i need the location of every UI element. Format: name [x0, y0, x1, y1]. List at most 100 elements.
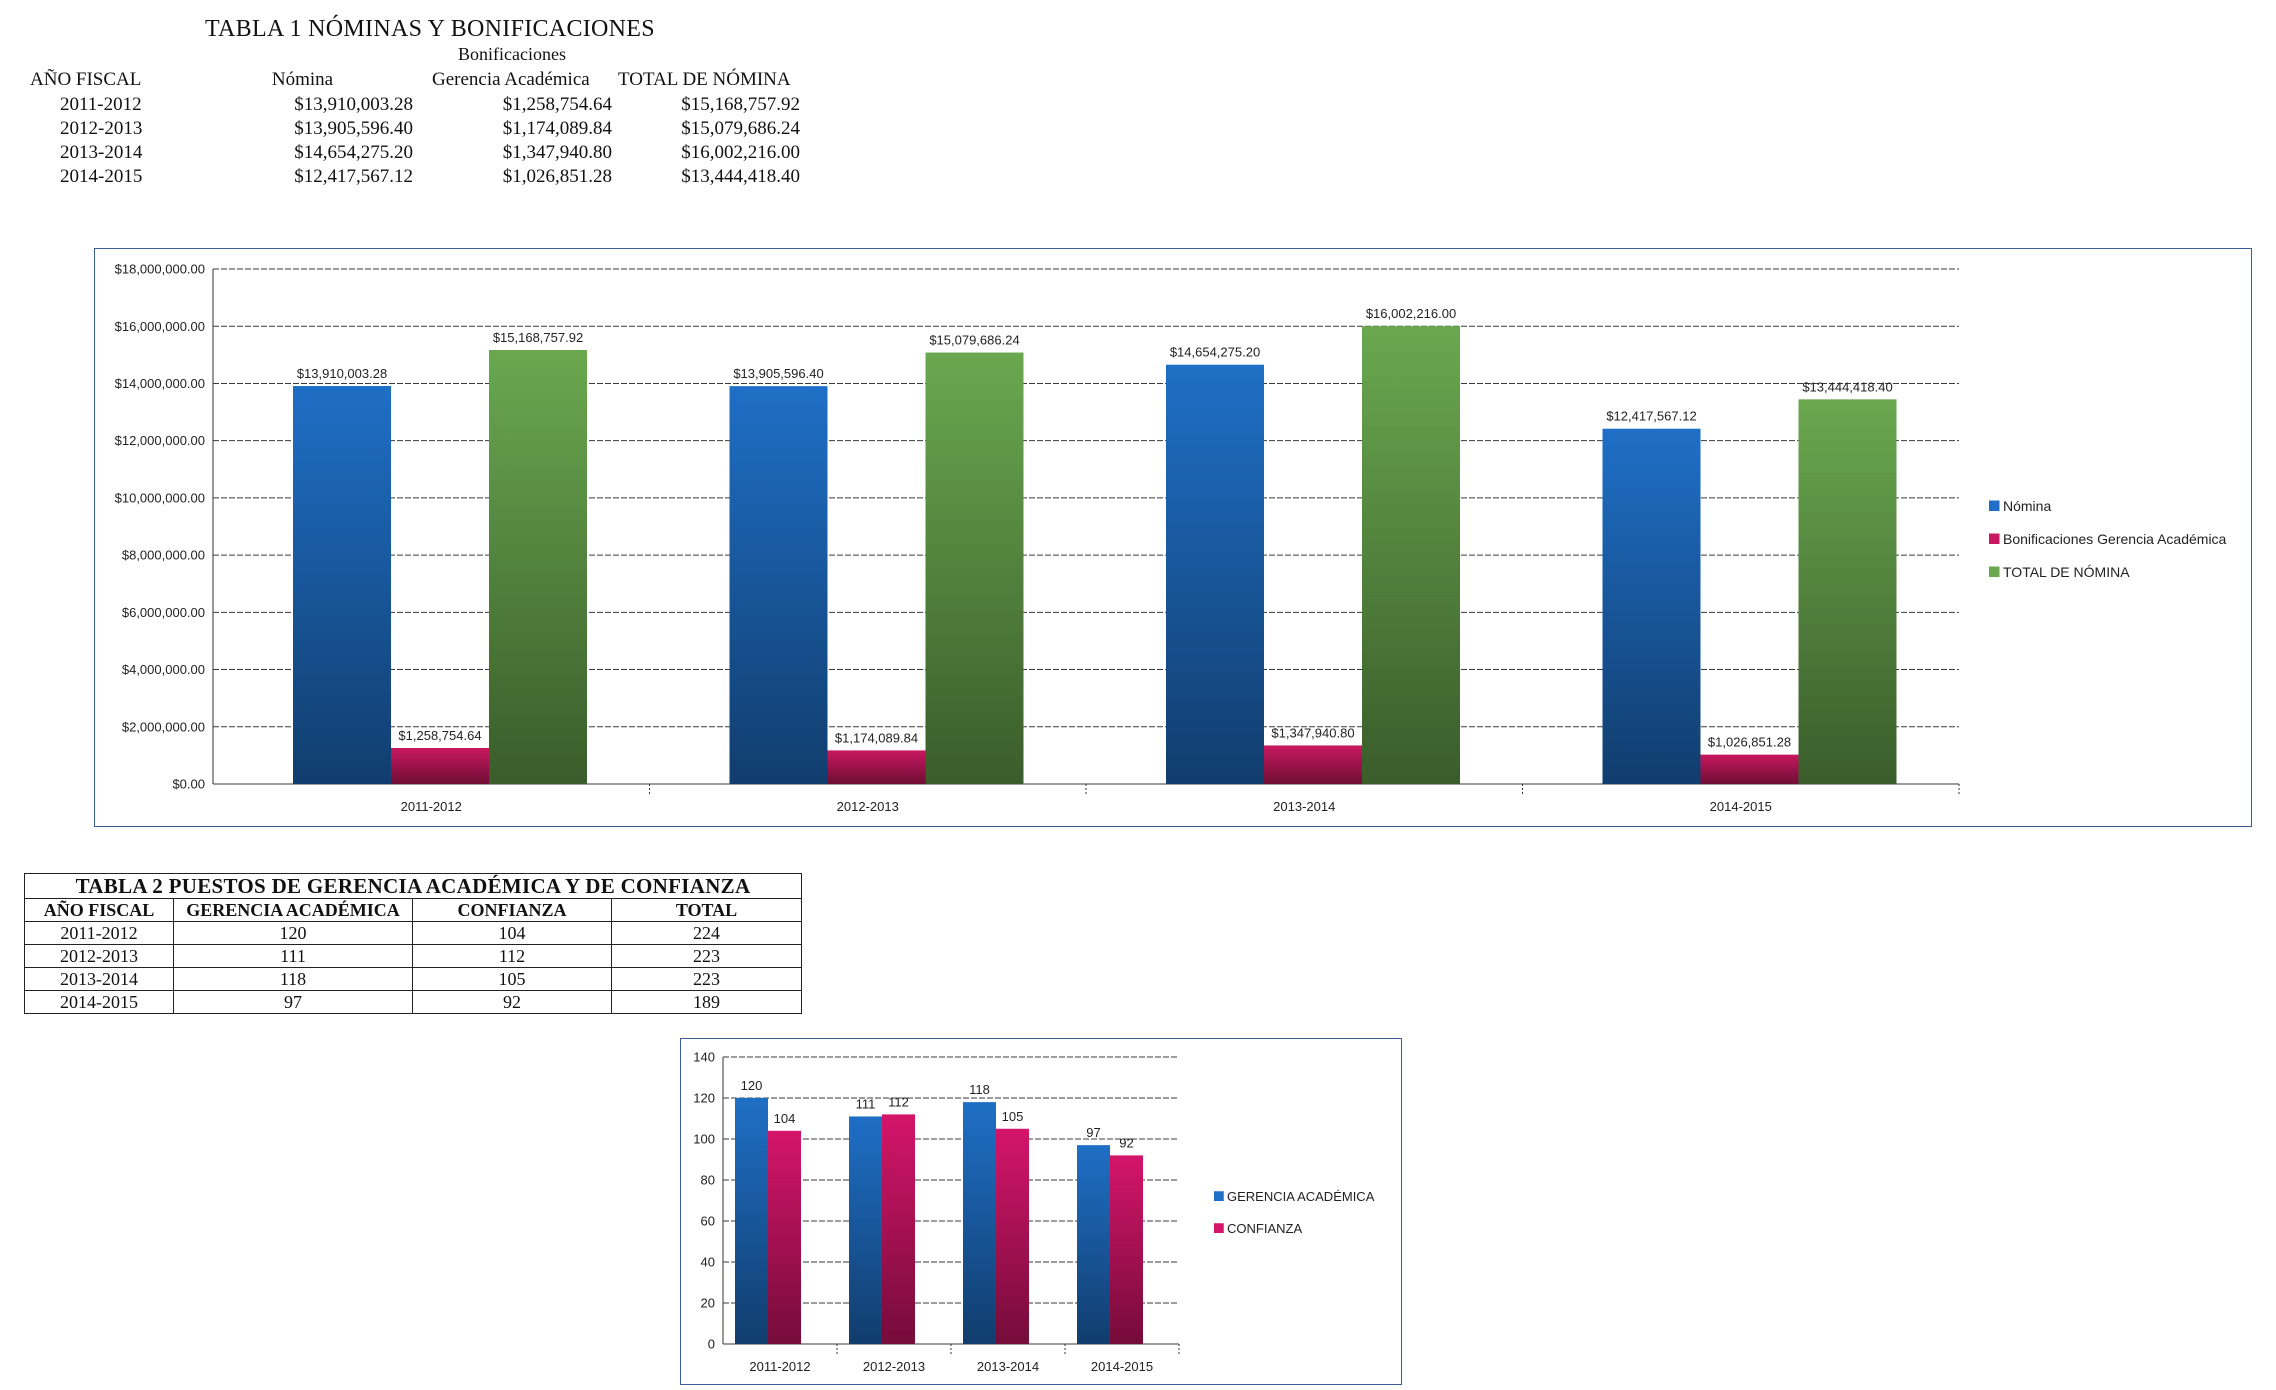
table-1-cell: $1,026,851.28 [502, 166, 612, 187]
x-tick-label: 2011-2012 [401, 799, 462, 814]
bar [1264, 745, 1362, 784]
bar [1798, 399, 1897, 784]
data-label: $15,168,757.92 [493, 330, 583, 345]
legend-label: TOTAL DE NÓMINA [2003, 564, 2130, 580]
table-row: 2012-2013 111 112 223 [24, 944, 802, 968]
table-1-cell: $14,654,275.20 [294, 142, 413, 163]
bar [849, 1116, 882, 1344]
bar [925, 352, 1024, 784]
legend-label: Bonificaciones Gerencia Académica [2003, 531, 2227, 547]
table-1-cell: $13,444,418.40 [681, 166, 800, 187]
legend-swatch [1989, 566, 2000, 577]
data-label: $13,910,003.28 [297, 366, 387, 381]
bar [293, 386, 391, 784]
data-label: 111 [856, 1096, 876, 1111]
table-1-cell: $12,417,567.12 [294, 166, 413, 187]
table-1: TABLA 1 NÓMINAS Y BONIFICACIONES Bonific… [0, 0, 820, 190]
bar [1110, 1155, 1143, 1344]
legend-label: CONFIANZA [1227, 1221, 1302, 1236]
table-2-header-confianza: CONFIANZA [412, 898, 612, 922]
y-tick-label: 140 [693, 1050, 715, 1065]
x-tick-label: 2014-2015 [1710, 799, 1772, 814]
legend-label: Nómina [2003, 498, 2051, 514]
y-tick-label: 60 [701, 1214, 715, 1229]
y-tick-label: 120 [693, 1091, 715, 1106]
table-2-cell: 2011-2012 [24, 921, 174, 945]
table-2-cell: 105 [412, 967, 612, 991]
bar [963, 1102, 996, 1344]
table-2-cell: 104 [412, 921, 612, 945]
table-2-cell: 92 [412, 990, 612, 1014]
data-label: $12,417,567.12 [1606, 409, 1696, 424]
table-2-cell: 223 [611, 967, 802, 991]
data-label: 92 [1119, 1135, 1133, 1150]
table-2-cell: 189 [611, 990, 802, 1014]
legend-swatch [1989, 500, 2000, 511]
bar [1077, 1145, 1110, 1344]
table-1-cell: 2014-2015 [60, 166, 143, 187]
bar [882, 1114, 915, 1344]
table-row: 2014-2015 97 92 189 [24, 990, 802, 1014]
y-tick-label: $14,000,000.00 [115, 376, 205, 391]
data-label: 112 [888, 1094, 909, 1109]
data-label: 118 [969, 1082, 990, 1097]
payroll-bar-chart: $0.00 $2,000,000.00 $4,000,000.00 $6,000,00… [115, 262, 2227, 814]
table-1-header-nomina: Nómina [271, 69, 334, 90]
table-2-cell: 2014-2015 [24, 990, 174, 1014]
positions-bar-chart: 0 20 40 60 80 100 120 140 120 104 2011-2012 111 112 2… [693, 1050, 1375, 1374]
table-1-title: TABLA 1 NÓMINAS Y BONIFICACIONES [205, 16, 655, 42]
bar [768, 1130, 801, 1344]
data-label: $1,026,851.28 [1708, 735, 1791, 750]
y-tick-label: $2,000,000.00 [122, 719, 205, 734]
table-1-header-total: TOTAL DE NÓMINA [618, 69, 791, 90]
table-2-cell: 223 [611, 944, 802, 968]
table-2-title: TABLA 2 PUESTOS DE GERENCIA ACADÉMICA Y … [24, 873, 802, 899]
y-tick-label: $12,000,000.00 [115, 433, 205, 448]
table-1-cell: 2013-2014 [60, 142, 143, 163]
legend-swatch [1214, 1223, 1224, 1233]
x-tick-label: 2013-2014 [977, 1359, 1039, 1374]
data-label: 104 [774, 1111, 796, 1126]
data-label: 97 [1086, 1125, 1100, 1140]
bar [996, 1128, 1029, 1344]
y-tick-label: $18,000,000.00 [115, 262, 205, 277]
data-label: 120 [741, 1078, 763, 1093]
legend-swatch [1989, 533, 2000, 544]
y-tick-label: $16,000,000.00 [115, 319, 205, 334]
positions-chart-frame: 0 20 40 60 80 100 120 140 120 104 2011-2012 111 112 2… [680, 1038, 1402, 1385]
y-tick-label: $8,000,000.00 [122, 548, 205, 563]
x-tick-label: 2013-2014 [1273, 799, 1335, 814]
bar [729, 386, 828, 784]
data-label: $1,347,940.80 [1271, 725, 1354, 740]
table-1-cell: $16,002,216.00 [681, 142, 800, 163]
legend-swatch [1214, 1191, 1224, 1201]
y-tick-label: $0.00 [172, 777, 205, 792]
y-tick-label: 0 [708, 1337, 715, 1352]
bar [827, 750, 926, 784]
x-tick-label: 2011-2012 [749, 1359, 810, 1374]
table-1-cell: $15,168,757.92 [681, 94, 800, 115]
y-tick-label: 80 [701, 1173, 715, 1188]
table-2-cell: 2013-2014 [24, 967, 174, 991]
table-2-header-total: TOTAL [611, 898, 802, 922]
table-2-header-gerencia: GERENCIA ACADÉMICA [173, 898, 413, 922]
data-label: $13,444,418.40 [1802, 379, 1892, 394]
table-2-header-year: AÑO FISCAL [24, 898, 174, 922]
x-tick-label: 2014-2015 [1091, 1359, 1153, 1374]
table-2-cell: 120 [173, 921, 413, 945]
bar [391, 747, 489, 784]
table-2-cell: 111 [173, 944, 413, 968]
table-row: 2011-2012 120 104 224 [24, 921, 802, 945]
bar [1700, 754, 1799, 784]
table-1-cell: $1,258,754.64 [502, 94, 612, 115]
x-tick-label: 2012-2013 [863, 1359, 925, 1374]
bar [1602, 428, 1701, 784]
table-1-cell: 2012-2013 [60, 118, 143, 139]
table-1-cell: $13,910,003.28 [294, 94, 413, 115]
legend-label: GERENCIA ACADÉMICA [1227, 1189, 1375, 1204]
y-tick-label: $10,000,000.00 [115, 490, 205, 505]
table-row: 2013-2014 118 105 223 [24, 967, 802, 991]
data-label: 105 [1002, 1109, 1024, 1124]
table-1-header-bonificaciones: Gerencia Académica [432, 69, 590, 90]
table-1-cell: 2011-2012 [60, 94, 142, 115]
